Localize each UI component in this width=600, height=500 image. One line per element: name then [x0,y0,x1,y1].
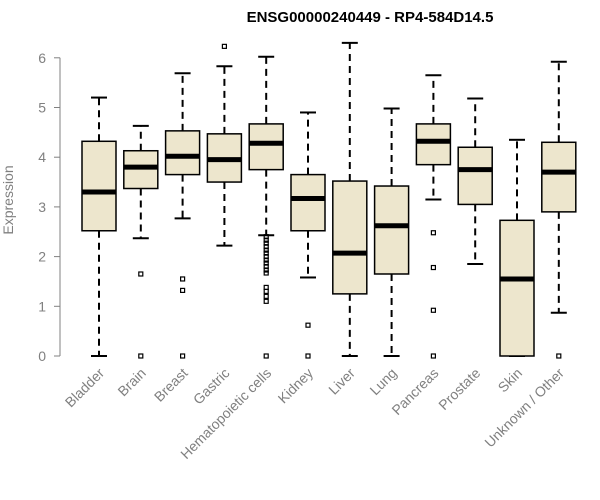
box-liver [332,41,368,357]
outlier-point [430,307,436,313]
box-breast [164,72,201,359]
iqr-box [164,130,201,176]
outlier-point [138,271,144,277]
category-label: Kidney [275,365,317,407]
outlier-point [556,353,562,359]
outlier-point [263,293,269,299]
y-tick-label: 0 [38,348,46,364]
outlier-point [138,353,144,359]
iqr-box [248,123,284,171]
y-axis-label: Expression [0,165,16,234]
category-label: Bladder [62,365,108,411]
box-prostate [457,97,493,266]
iqr-box [373,185,410,275]
outlier-point [430,264,436,271]
outlier-point [430,353,436,359]
y-tick-label: 3 [38,199,46,215]
category-label: Skin [495,365,526,396]
category-label: Brain [114,365,148,399]
iqr-box [541,141,577,213]
box-gastric [206,43,243,247]
y-tick-label: 6 [38,50,46,66]
outlier-point [263,353,269,359]
category-label: Breast [151,365,191,405]
outlier-point [263,257,269,263]
chart-title: ENSG00000240449 - RP4-584D14.5 [247,9,494,26]
outlier-point [180,287,186,293]
outlier-point [430,230,436,236]
iqr-box [290,173,326,232]
y-tick-label: 2 [38,249,46,265]
outlier-point [263,270,269,276]
y-tick-label: 1 [38,298,46,314]
iqr-box [332,180,368,295]
category-label: Prostate [435,365,483,413]
category-label: Unknown / Other [481,365,567,451]
outlier-point [180,276,186,282]
box-skin [499,138,535,357]
y-tick-label: 5 [38,100,46,116]
outlier-point [263,298,269,304]
box-pancreas [415,74,452,359]
box-unknown-other [541,60,577,359]
iqr-box [415,123,452,166]
iqr-box [457,146,493,206]
box-lung [373,107,410,357]
box-bladder [81,96,117,357]
outlier-point [263,267,269,273]
boxes-group [81,41,577,359]
category-label: Liver [325,365,358,398]
outlier-point [305,353,311,359]
outlier-point [263,237,269,243]
iqr-box [81,140,117,232]
box-kidney [290,111,326,359]
outlier-point [221,43,227,49]
outlier-point [263,247,269,253]
iqr-box [499,219,535,357]
box-hematopoietic-cells [248,55,284,359]
box-brain [123,124,159,359]
outlier-point [305,322,311,328]
y-tick-label: 4 [38,149,46,165]
outlier-point [263,288,269,294]
outlier-point [180,353,186,359]
y-axis: 0 1 2 3 4 5 6 [38,50,61,364]
category-label: Lung [366,365,399,398]
